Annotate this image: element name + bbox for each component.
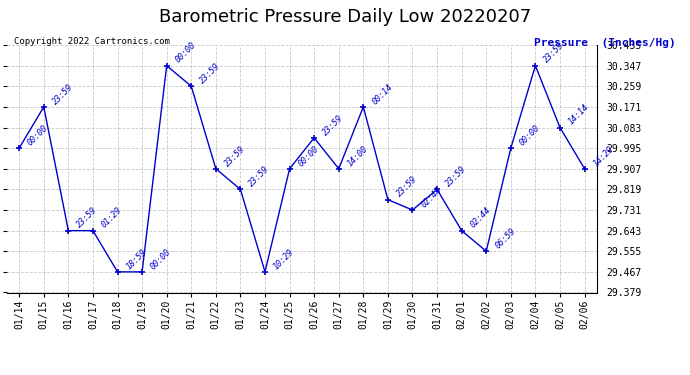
Text: 18:59: 18:59 — [124, 247, 148, 271]
Text: 14:29: 14:29 — [591, 144, 615, 168]
Text: 00:00: 00:00 — [174, 41, 197, 65]
Text: 06:59: 06:59 — [493, 226, 518, 251]
Text: 23:59: 23:59 — [223, 144, 247, 168]
Text: 23:59: 23:59 — [542, 41, 566, 65]
Text: 00:00: 00:00 — [297, 144, 321, 168]
Text: Pressure  (Inches/Hg): Pressure (Inches/Hg) — [535, 38, 676, 48]
Text: 23:59: 23:59 — [75, 206, 99, 230]
Text: 00:00: 00:00 — [149, 247, 173, 271]
Text: 23:59: 23:59 — [248, 165, 271, 189]
Text: 23:59: 23:59 — [321, 113, 345, 137]
Text: 00:00: 00:00 — [518, 123, 542, 147]
Text: 14:14: 14:14 — [567, 103, 591, 127]
Text: 02:44: 02:44 — [420, 185, 444, 209]
Text: 00:14: 00:14 — [371, 82, 394, 106]
Text: 00:00: 00:00 — [26, 123, 50, 147]
Text: 02:44: 02:44 — [469, 206, 493, 230]
Text: 10:29: 10:29 — [272, 247, 296, 271]
Text: Barometric Pressure Daily Low 20220207: Barometric Pressure Daily Low 20220207 — [159, 8, 531, 26]
Text: 23:59: 23:59 — [198, 62, 222, 86]
Text: 23:59: 23:59 — [395, 175, 419, 199]
Text: Copyright 2022 Cartronics.com: Copyright 2022 Cartronics.com — [14, 38, 170, 46]
Text: 01:29: 01:29 — [100, 206, 124, 230]
Text: 23:59: 23:59 — [444, 165, 468, 189]
Text: 14:00: 14:00 — [346, 144, 370, 168]
Text: 23:59: 23:59 — [51, 82, 75, 106]
